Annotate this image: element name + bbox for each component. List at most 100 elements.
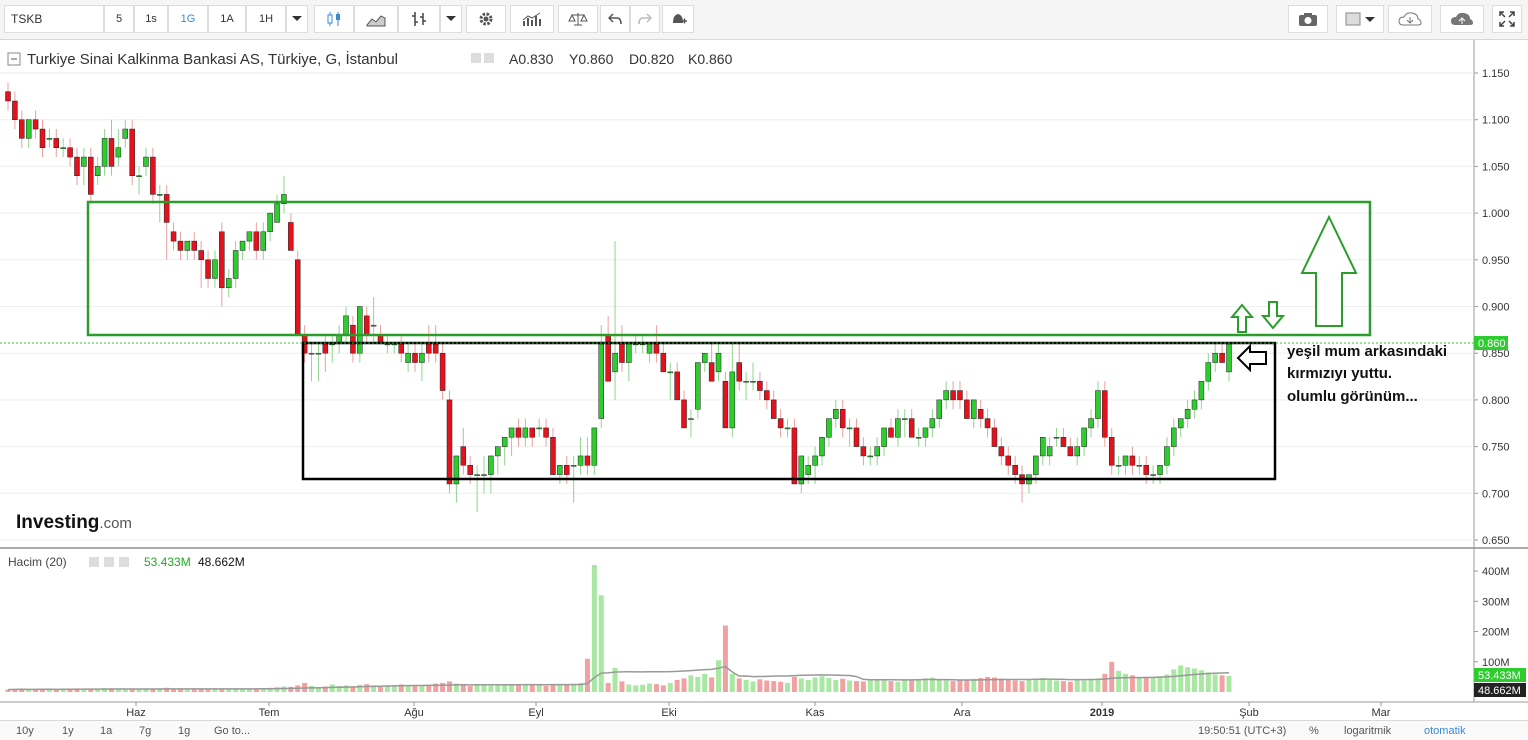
settings-small-icon[interactable] <box>484 53 494 63</box>
settings-button[interactable] <box>466 5 506 33</box>
volume-bar <box>1219 675 1225 692</box>
candle-body <box>439 352 446 391</box>
compare-button[interactable] <box>558 5 598 33</box>
vol-close-icon[interactable] <box>119 557 129 567</box>
candle-body <box>853 427 860 447</box>
symbol-input[interactable]: TSKB <box>4 5 104 33</box>
candle-body <box>653 343 660 354</box>
candle-body <box>895 418 901 438</box>
volume-bar <box>1054 680 1060 692</box>
range-1a[interactable]: 1a <box>100 725 113 737</box>
candle-body <box>281 194 287 205</box>
volume-bar <box>502 684 508 692</box>
undo-icon <box>608 13 622 25</box>
candle-body <box>984 418 991 429</box>
volume-value-1: 53.433M <box>144 555 191 569</box>
volume-bar <box>336 685 342 692</box>
volume-bar <box>46 689 52 692</box>
vol-settings-icon[interactable] <box>104 557 114 567</box>
volume-tag-1-label: 53.433M <box>1478 670 1521 682</box>
time-tick-label: Ara <box>953 707 971 719</box>
redo-button[interactable] <box>630 5 660 33</box>
price-axis[interactable]: 1.150 1.100 1.050 1.000 0.950 0.900 0.850 0.800… <box>1474 68 1510 547</box>
candle-body <box>950 390 956 401</box>
snapshot-button[interactable] <box>1288 5 1328 33</box>
volume-bar <box>757 679 763 692</box>
candle-body <box>19 119 25 139</box>
interval-1h[interactable]: 1H <box>246 5 286 33</box>
candle-body <box>129 128 135 176</box>
candle-body <box>1157 465 1163 475</box>
vol-visibility-icon[interactable] <box>89 557 99 567</box>
alert-button[interactable] <box>662 5 694 33</box>
auto-toggle[interactable]: otomatik <box>1424 725 1466 737</box>
price-chart[interactable]: Turkiye Sinai Kalkinma Bankasi AS, Türki… <box>0 40 1528 720</box>
candle-body <box>1067 446 1074 457</box>
time-tick-label: Tem <box>259 707 280 719</box>
candle-body <box>94 166 101 176</box>
volume-axis[interactable]: 400M 300M 200M 100M <box>1474 566 1510 669</box>
candle-body <box>681 399 687 429</box>
percent-toggle[interactable]: % <box>1309 725 1319 737</box>
volume-bar <box>260 688 266 692</box>
volume-bar <box>233 688 239 692</box>
volume-bar <box>729 673 735 692</box>
candle-body <box>805 465 811 475</box>
volume-bar <box>798 678 804 692</box>
candle-body <box>88 156 94 195</box>
cloud-download-button[interactable] <box>1388 5 1432 33</box>
volume-bar <box>122 689 128 692</box>
volume-bar <box>1226 675 1232 692</box>
indicators-button[interactable] <box>510 5 554 33</box>
log-toggle[interactable]: logaritmik <box>1344 725 1392 737</box>
range-7g[interactable]: 7g <box>139 725 152 737</box>
interval-1s[interactable]: 1s <box>134 5 168 33</box>
candle-body <box>1177 418 1184 429</box>
bars-chart-button[interactable] <box>398 5 440 33</box>
candle-body <box>515 427 522 438</box>
volume-bar <box>398 684 404 692</box>
candle-body <box>750 380 756 383</box>
range-1y[interactable]: 1y <box>62 725 74 737</box>
interval-5[interactable]: 5 <box>104 5 134 33</box>
volume-bar <box>640 684 646 692</box>
volume-bar <box>136 688 142 692</box>
volume-bar <box>164 687 170 692</box>
volume-bar <box>364 684 370 692</box>
volume-bar <box>357 684 363 692</box>
candle-body <box>839 408 846 429</box>
interval-1a[interactable]: 1A <box>208 5 246 33</box>
volume-bar <box>81 688 87 692</box>
undo-button[interactable] <box>600 5 630 33</box>
candle-body <box>860 446 867 457</box>
volume-tag-2-label: 48.662M <box>1478 685 1521 697</box>
candle-body <box>419 352 425 363</box>
volume-bar <box>1136 676 1142 692</box>
go-to-button[interactable]: Go to... <box>214 725 251 737</box>
candle-body <box>729 371 736 429</box>
candle-body <box>446 399 453 485</box>
candle-body <box>902 418 908 420</box>
cloud-upload-button[interactable] <box>1440 5 1484 33</box>
chart-type-dropdown[interactable] <box>440 5 462 33</box>
interval-dropdown[interactable] <box>286 5 308 33</box>
last-price-tag <box>1474 336 1508 350</box>
visibility-icon[interactable] <box>471 53 481 63</box>
color-button[interactable] <box>1336 5 1384 33</box>
fullscreen-button[interactable] <box>1492 5 1522 33</box>
area-chart-button[interactable] <box>354 5 398 33</box>
candle-body <box>150 156 156 195</box>
interval-1g[interactable]: 1G <box>168 5 208 33</box>
candle-body <box>115 147 122 158</box>
candles-chart-button[interactable] <box>314 5 354 33</box>
candle-body <box>529 427 536 438</box>
volume-bar <box>929 677 935 692</box>
time-axis[interactable]: Haz Tem Ağu Eyl Eki Kas Ara 2019 Şub Mar <box>126 702 1391 719</box>
range-10y[interactable]: 10y <box>16 725 34 737</box>
volume-bar <box>557 685 563 692</box>
range-1g[interactable]: 1g <box>178 725 191 737</box>
annotation-line-1: yeşil mum arkasındaki <box>1287 343 1447 360</box>
volume-bar <box>1192 668 1198 692</box>
time-tick-label: Ağu <box>404 707 424 719</box>
volume-bar <box>274 687 280 692</box>
